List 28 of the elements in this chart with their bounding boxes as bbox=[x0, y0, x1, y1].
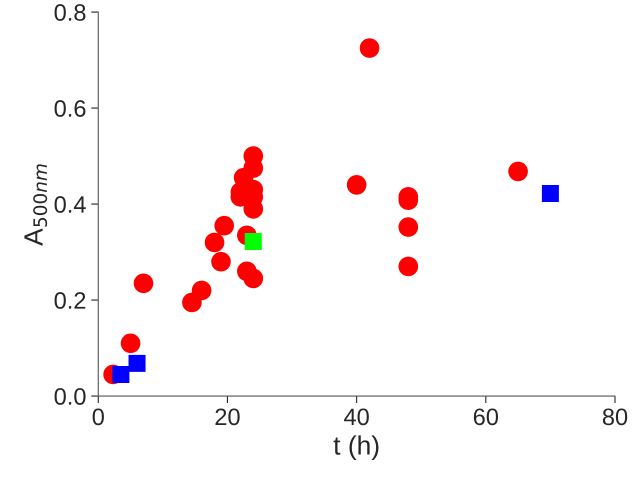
y-axis-title: A$_{500nm}$ bbox=[24, 164, 48, 246]
x-tick-label: 80 bbox=[602, 408, 628, 426]
y-tick-label: 0.2 bbox=[54, 292, 86, 309]
y-tick-label: 0.0 bbox=[54, 388, 86, 405]
point bbox=[244, 233, 262, 250]
point bbox=[204, 232, 224, 252]
y-tick-label: 0.4 bbox=[54, 196, 86, 213]
point bbox=[128, 354, 146, 372]
x-tick-label: 20 bbox=[216, 408, 240, 426]
x-tick-label: 40 bbox=[344, 408, 369, 426]
point bbox=[542, 185, 559, 202]
point bbox=[120, 333, 140, 354]
point bbox=[112, 366, 130, 383]
x-axis-title: t (h) bbox=[334, 435, 378, 460]
point bbox=[214, 216, 234, 236]
point bbox=[398, 217, 418, 237]
point bbox=[346, 175, 366, 195]
point bbox=[211, 252, 231, 272]
point bbox=[360, 38, 380, 58]
x-tick-label: 60 bbox=[474, 408, 498, 426]
point bbox=[508, 162, 528, 182]
point bbox=[134, 273, 154, 294]
point bbox=[398, 256, 418, 276]
y-tick-label: 0.6 bbox=[54, 100, 86, 117]
x-tick-label: 0 bbox=[92, 408, 104, 426]
point bbox=[192, 280, 212, 300]
y-tick-label: 0.8 bbox=[54, 4, 86, 21]
point bbox=[243, 268, 264, 288]
